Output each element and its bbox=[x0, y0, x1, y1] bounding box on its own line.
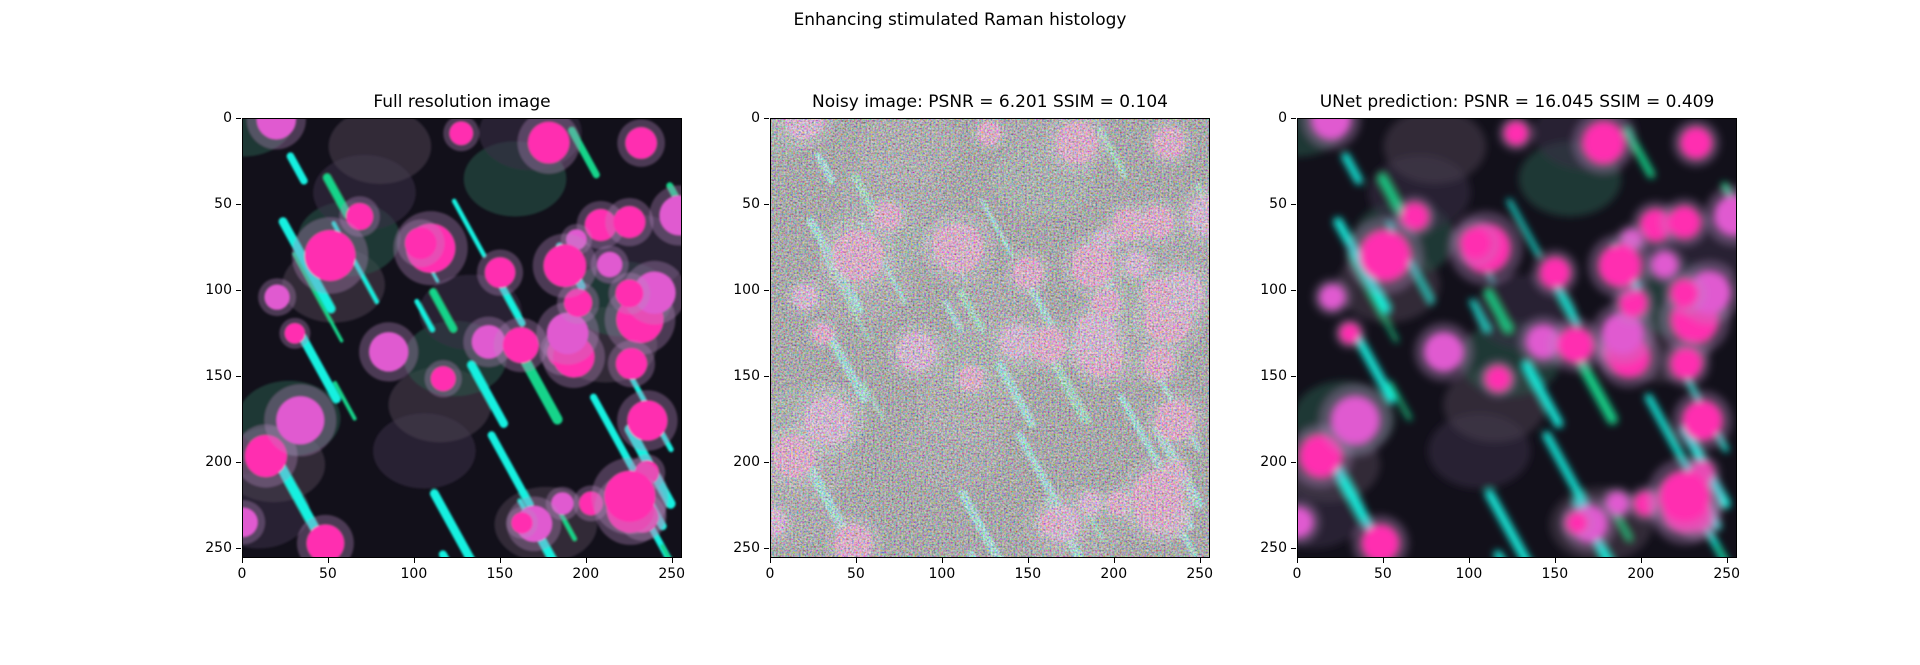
x-tick bbox=[499, 558, 501, 563]
x-tick-label: 200 bbox=[1627, 566, 1655, 582]
x-tick-label: 150 bbox=[1541, 566, 1569, 582]
figure-suptitle: Enhancing stimulated Raman histology bbox=[793, 10, 1127, 30]
x-tick-label: 150 bbox=[1014, 566, 1042, 582]
x-tick bbox=[1199, 558, 1201, 563]
y-tick-label: 0 bbox=[223, 110, 232, 126]
x-tick bbox=[585, 558, 587, 563]
x-tick-label: 250 bbox=[658, 566, 686, 582]
y-tick-label: 100 bbox=[733, 281, 760, 298]
y-tick bbox=[1291, 547, 1296, 549]
y-tick-label: 100 bbox=[205, 281, 232, 298]
y-tick bbox=[1291, 203, 1296, 205]
x-tick bbox=[671, 558, 673, 563]
y-tick-label: 50 bbox=[214, 195, 232, 212]
image-panel-3: UNet prediction: PSNR = 16.045 SSIM = 0.… bbox=[1260, 92, 1740, 582]
y-tick-label: 150 bbox=[1260, 367, 1287, 384]
x-tick bbox=[1297, 558, 1298, 563]
x-tick-label: 100 bbox=[928, 566, 956, 582]
x-tick bbox=[1382, 558, 1384, 563]
histology-image bbox=[770, 118, 1210, 558]
histology-image bbox=[242, 118, 682, 558]
y-tick bbox=[1291, 375, 1296, 377]
x-tick-label: 0 bbox=[1292, 566, 1302, 582]
x-tick-label: 0 bbox=[765, 566, 775, 582]
x-tick bbox=[1113, 558, 1115, 563]
x-tick bbox=[1468, 558, 1470, 563]
y-tick bbox=[236, 461, 241, 463]
x-tick-label: 100 bbox=[1455, 566, 1483, 582]
x-tick bbox=[1726, 558, 1728, 563]
x-tick-label: 50 bbox=[319, 566, 337, 582]
x-tick bbox=[770, 558, 771, 563]
y-tick-label: 50 bbox=[1269, 195, 1287, 212]
x-tick bbox=[413, 558, 415, 563]
x-tick bbox=[941, 558, 943, 563]
x-tick-label: 200 bbox=[1100, 566, 1128, 582]
y-tick bbox=[764, 203, 769, 205]
y-tick-label: 100 bbox=[1260, 281, 1287, 298]
y-tick bbox=[764, 547, 769, 549]
image-panel-1: Full resolution image 0 50 100 150 200 250 0 50 1… bbox=[205, 92, 685, 582]
x-tick-label: 100 bbox=[400, 566, 428, 582]
image-panel-2: Noisy image: PSNR = 6.201 SSIM = 0.104 0 5… bbox=[733, 92, 1213, 582]
y-tick bbox=[236, 289, 241, 291]
y-tick-label: 0 bbox=[1278, 110, 1287, 126]
y-tick-label: 50 bbox=[742, 195, 760, 212]
y-tick bbox=[236, 375, 241, 377]
y-tick bbox=[1291, 461, 1296, 463]
histology-image bbox=[1297, 118, 1737, 558]
x-tick-label: 50 bbox=[847, 566, 865, 582]
y-tick bbox=[764, 461, 769, 463]
x-tick-label: 250 bbox=[1186, 566, 1214, 582]
y-tick-label: 200 bbox=[1260, 453, 1287, 470]
y-tick bbox=[1291, 118, 1296, 119]
x-tick bbox=[1027, 558, 1029, 563]
y-tick-label: 200 bbox=[205, 453, 232, 470]
panel-title: Full resolution image bbox=[373, 92, 551, 112]
y-tick bbox=[764, 375, 769, 377]
y-tick bbox=[236, 547, 241, 549]
y-tick-label: 250 bbox=[1260, 539, 1287, 556]
y-tick-label: 150 bbox=[733, 367, 760, 384]
x-tick bbox=[242, 558, 243, 563]
x-tick-label: 150 bbox=[486, 566, 514, 582]
x-tick bbox=[1554, 558, 1556, 563]
y-tick-label: 0 bbox=[751, 110, 760, 126]
y-tick bbox=[764, 289, 769, 291]
y-tick-label: 200 bbox=[733, 453, 760, 470]
y-tick bbox=[236, 203, 241, 205]
panel-title: Noisy image: PSNR = 6.201 SSIM = 0.104 bbox=[812, 92, 1168, 112]
panel-title: UNet prediction: PSNR = 16.045 SSIM = 0.… bbox=[1319, 92, 1715, 112]
x-tick-label: 50 bbox=[1374, 566, 1392, 582]
y-tick-label: 250 bbox=[733, 539, 760, 556]
y-tick-label: 150 bbox=[205, 367, 232, 384]
x-tick-label: 250 bbox=[1713, 566, 1741, 582]
x-tick bbox=[855, 558, 857, 563]
x-tick bbox=[327, 558, 329, 563]
y-tick-label: 250 bbox=[205, 539, 232, 556]
x-tick-label: 0 bbox=[237, 566, 247, 582]
x-tick-label: 200 bbox=[572, 566, 600, 582]
y-tick bbox=[764, 118, 769, 119]
y-tick bbox=[236, 118, 241, 119]
y-tick bbox=[1291, 289, 1296, 291]
x-tick bbox=[1640, 558, 1642, 563]
